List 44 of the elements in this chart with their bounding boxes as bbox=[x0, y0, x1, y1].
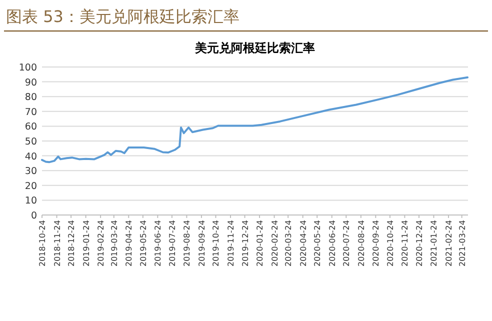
chart-subtitle: 美元兑阿根廷比索汇率 bbox=[194, 41, 315, 55]
x-tick-label: 2019-02-24 bbox=[96, 220, 106, 266]
x-tick-label: 2020-11-24 bbox=[400, 220, 410, 266]
x-tick-label: 2018-10-24 bbox=[38, 220, 47, 266]
x-tick-label: 2019-07-24 bbox=[168, 220, 177, 266]
y-tick-label: 40 bbox=[24, 151, 37, 162]
x-tick-label: 2020-02-24 bbox=[270, 220, 280, 266]
y-tick-label: 10 bbox=[24, 196, 37, 207]
x-tick-label: 2019-06-24 bbox=[154, 220, 163, 266]
y-tick-label: 100 bbox=[18, 62, 37, 74]
x-tick-label: 2020-09-24 bbox=[372, 220, 381, 266]
x-tick-label: 2020-04-24 bbox=[298, 220, 308, 266]
x-tick-label: 2020-10-24 bbox=[386, 220, 395, 266]
y-tick-label: 80 bbox=[24, 92, 37, 104]
x-tick-label: 2019-04-24 bbox=[124, 220, 134, 266]
x-tick-label: 2020-05-24 bbox=[313, 220, 322, 266]
x-tick-label: 2019-05-24 bbox=[138, 220, 148, 266]
line-series bbox=[41, 76, 469, 164]
y-tick-label: 50 bbox=[24, 136, 37, 148]
x-tick-label: 2020-12-24 bbox=[414, 220, 424, 266]
x-tick-label: 2019-11-24 bbox=[226, 220, 236, 266]
x-tick-label: 2019-09-24 bbox=[197, 220, 206, 266]
x-tick-label: 2020-03-24 bbox=[284, 220, 294, 266]
x-tick-label: 2019-01-24 bbox=[82, 220, 91, 266]
y-tick-label: 90 bbox=[24, 77, 37, 88]
x-tick-label: 2020-01-24 bbox=[256, 220, 265, 266]
x-tick-label: 2019-08-24 bbox=[182, 220, 192, 266]
x-tick-label: 2019-12-24 bbox=[240, 220, 250, 266]
x-tick-label: 2021-02-24 bbox=[444, 220, 454, 266]
x-tick-label: 2020-08-24 bbox=[356, 220, 366, 266]
x-tick-label: 2021-03-24 bbox=[458, 220, 467, 266]
x-tick-label: 2018-11-24 bbox=[52, 220, 62, 266]
x-tick-label: 2020-06-24 bbox=[328, 220, 337, 266]
x-tick-label: 2019-03-24 bbox=[110, 220, 119, 266]
x-tick-label: 2019-10-24 bbox=[212, 220, 221, 266]
y-tick-label: 70 bbox=[24, 106, 37, 118]
y-tick-label: 30 bbox=[24, 166, 37, 178]
x-tick-label: 2018-12-24 bbox=[67, 220, 76, 266]
x-tick-label: 2020-07-24 bbox=[342, 220, 352, 266]
y-tick-label: 60 bbox=[24, 122, 37, 133]
y-tick-label: 20 bbox=[24, 180, 37, 192]
chart-title: 图表 53：美元兑阿根廷比索汇率 bbox=[6, 7, 240, 26]
y-tick-label: 0 bbox=[30, 210, 37, 222]
x-tick-label: 2021-01-24 bbox=[430, 220, 439, 266]
